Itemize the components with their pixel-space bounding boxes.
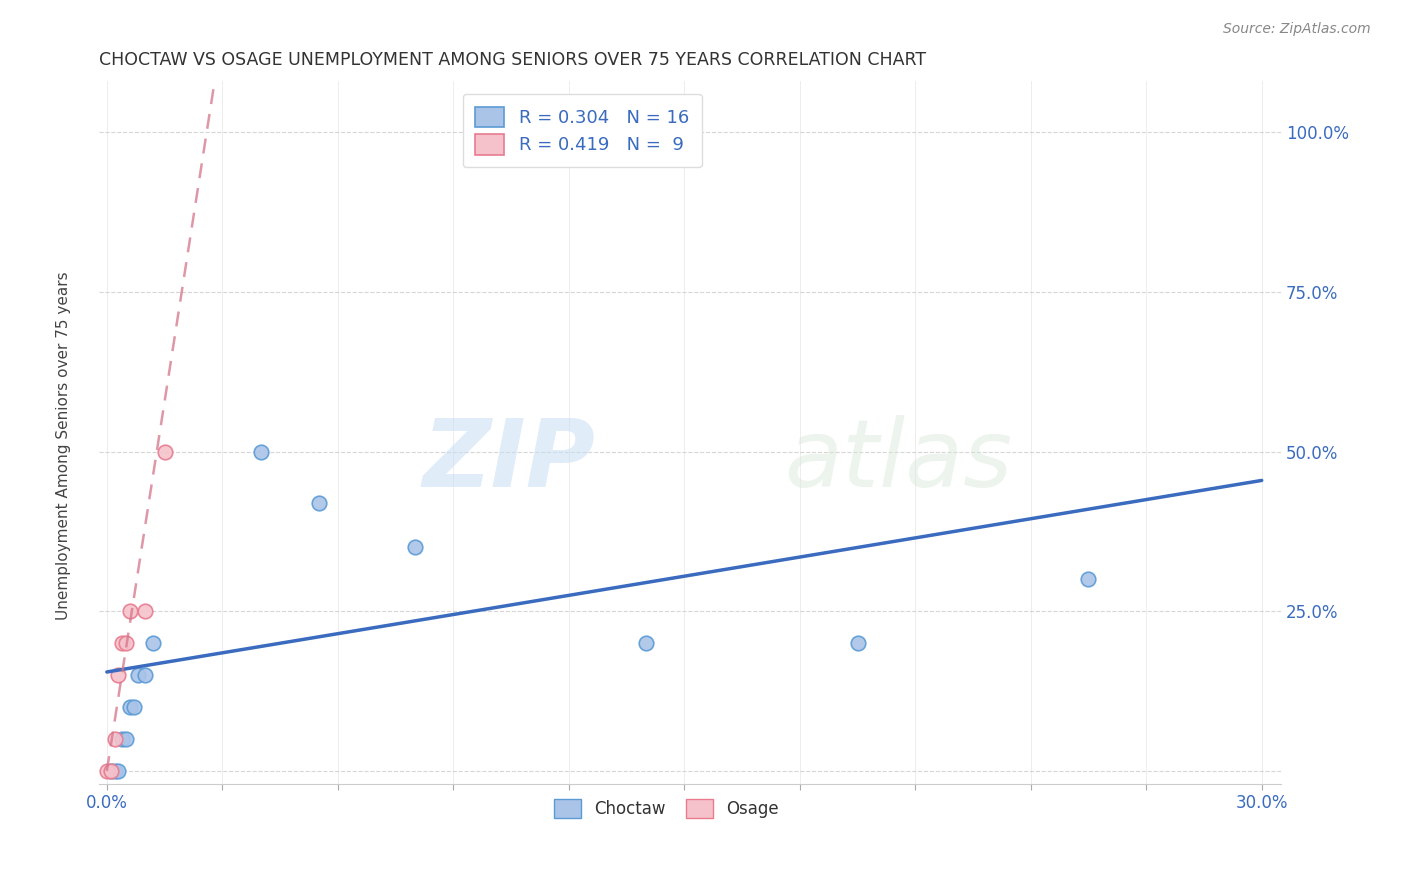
Point (100, 764, 122, 778)
Point (111, 732, 134, 747)
Point (100, 764, 122, 778)
Point (308, 496, 330, 510)
Point (118, 700, 141, 714)
Point (107, 668, 129, 682)
Point (122, 700, 145, 714)
Point (96, 764, 118, 778)
Legend: Choctaw, Osage: Choctaw, Osage (548, 792, 785, 824)
Text: Unemployment Among Seniors over 75 years: Unemployment Among Seniors over 75 years (56, 272, 70, 620)
Point (846, 636, 869, 650)
Text: CHOCTAW VS OSAGE UNEMPLOYMENT AMONG SENIORS OVER 75 YEARS CORRELATION CHART: CHOCTAW VS OSAGE UNEMPLOYMENT AMONG SENI… (100, 51, 927, 69)
Point (118, 604, 141, 618)
Point (134, 604, 156, 618)
Point (134, 668, 156, 682)
Point (634, 636, 657, 650)
Point (404, 541, 426, 555)
Point (250, 444, 273, 458)
Point (103, 732, 125, 747)
Point (142, 636, 165, 650)
Point (153, 444, 176, 458)
Point (103, 764, 125, 778)
Point (127, 668, 149, 682)
Point (115, 636, 138, 650)
Text: Source: ZipAtlas.com: Source: ZipAtlas.com (1223, 22, 1371, 37)
Point (111, 636, 134, 650)
Point (107, 764, 129, 778)
Point (115, 732, 138, 747)
Text: atlas: atlas (785, 415, 1012, 506)
Point (1077, 573, 1099, 587)
Text: ZIP: ZIP (423, 415, 596, 507)
